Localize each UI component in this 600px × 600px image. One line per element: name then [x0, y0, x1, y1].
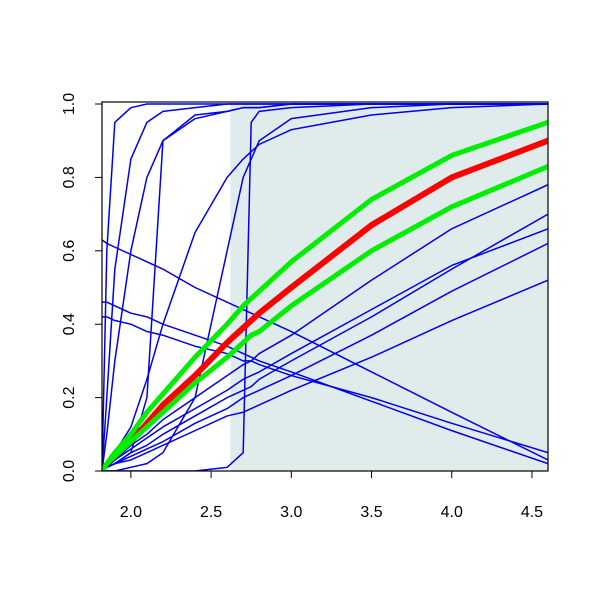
y-tick-label: 0.4: [61, 313, 78, 335]
y-tick-label: 0.0: [61, 460, 78, 482]
x-tick-label: 4.5: [521, 504, 543, 521]
y-tick-label: 1.0: [61, 93, 78, 115]
curve: [102, 239, 548, 461]
curve: [102, 119, 548, 471]
curve: [102, 228, 548, 471]
curve: [102, 163, 548, 471]
curve: [102, 103, 548, 471]
curve: [102, 242, 548, 471]
x-tick-label: 2.5: [200, 504, 222, 521]
curve: [102, 103, 548, 471]
curve: [127, 137, 548, 445]
y-tick-label: 0.8: [61, 166, 78, 188]
plot-area: [102, 102, 548, 471]
x-tick-label: 4.0: [441, 504, 463, 521]
curve: [102, 213, 548, 471]
plot-frame: [101, 101, 549, 472]
y-tick-label: 0.2: [61, 386, 78, 408]
curve: [102, 279, 548, 471]
x-tick-label: 3.5: [360, 504, 382, 521]
curve: [102, 316, 548, 454]
y-tick-label: 0.6: [61, 240, 78, 262]
x-tick-label: 2.0: [120, 504, 142, 521]
curve: [102, 183, 548, 471]
x-tick-label: 3.0: [280, 504, 302, 521]
